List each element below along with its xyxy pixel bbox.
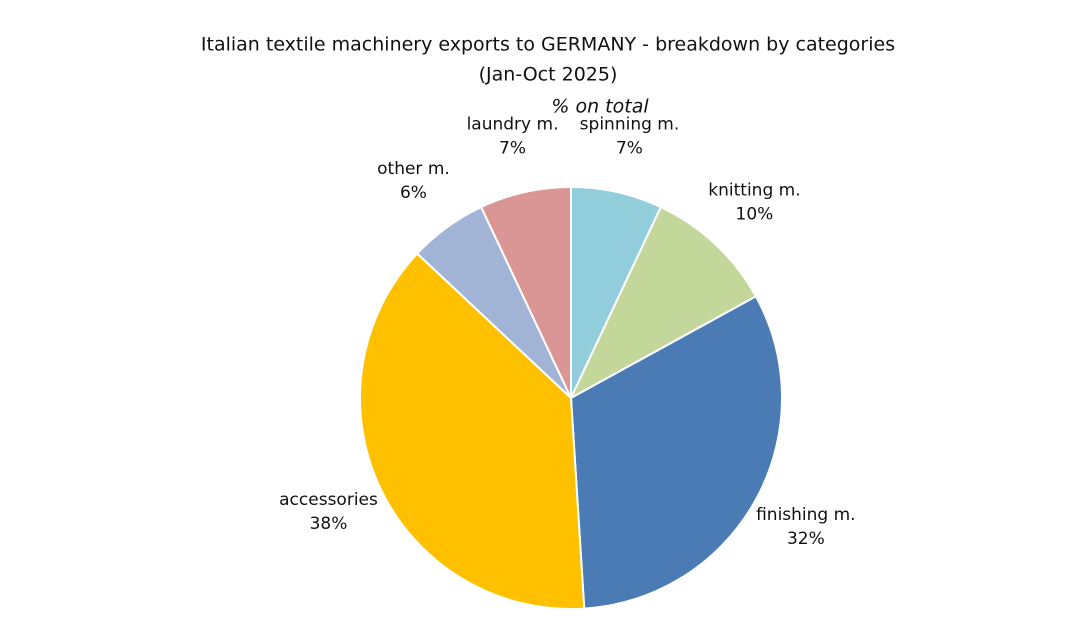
slice-label: spinning m. xyxy=(580,114,680,134)
value-label: 6% xyxy=(400,183,427,203)
chart-subtitle: % on total xyxy=(551,96,649,118)
value-label: 38% xyxy=(310,514,348,534)
chart-title: (Jan-Oct 2025) xyxy=(479,64,618,86)
slice-label: finishing m. xyxy=(756,505,856,525)
chart-title: Italian textile machinery exports to GER… xyxy=(201,34,895,56)
slice-label: knitting m. xyxy=(708,181,800,201)
pie-slice xyxy=(359,252,586,610)
slice-label: laundry m. xyxy=(467,114,559,134)
slice-label: accessories xyxy=(279,490,378,510)
slice-label: other m. xyxy=(377,159,450,179)
value-label: 32% xyxy=(787,529,825,549)
pie-slice xyxy=(479,185,572,399)
pie-slice xyxy=(569,294,784,610)
pie-slice xyxy=(568,205,758,401)
value-label: 7% xyxy=(616,138,643,158)
value-label: 10% xyxy=(736,205,774,225)
value-label: 7% xyxy=(499,138,526,158)
